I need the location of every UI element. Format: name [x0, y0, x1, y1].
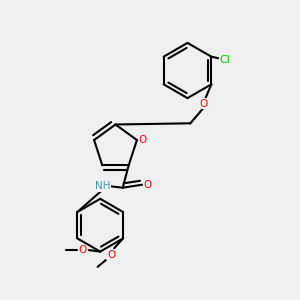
Text: O: O: [78, 245, 86, 255]
Text: Cl: Cl: [220, 55, 230, 65]
Text: O: O: [200, 99, 208, 109]
Text: O: O: [143, 180, 152, 190]
Text: O: O: [107, 250, 115, 260]
Text: O: O: [139, 135, 147, 145]
Text: NH: NH: [95, 181, 111, 191]
